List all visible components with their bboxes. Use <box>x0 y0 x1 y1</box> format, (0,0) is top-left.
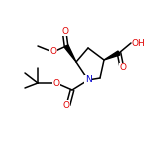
Text: O: O <box>50 47 57 57</box>
Text: O: O <box>62 100 69 109</box>
Text: O: O <box>62 26 69 36</box>
Text: O: O <box>119 64 126 73</box>
Polygon shape <box>104 51 120 60</box>
Text: N: N <box>85 76 91 85</box>
Text: OH: OH <box>132 38 146 47</box>
Polygon shape <box>64 45 76 62</box>
Text: O: O <box>52 78 59 88</box>
